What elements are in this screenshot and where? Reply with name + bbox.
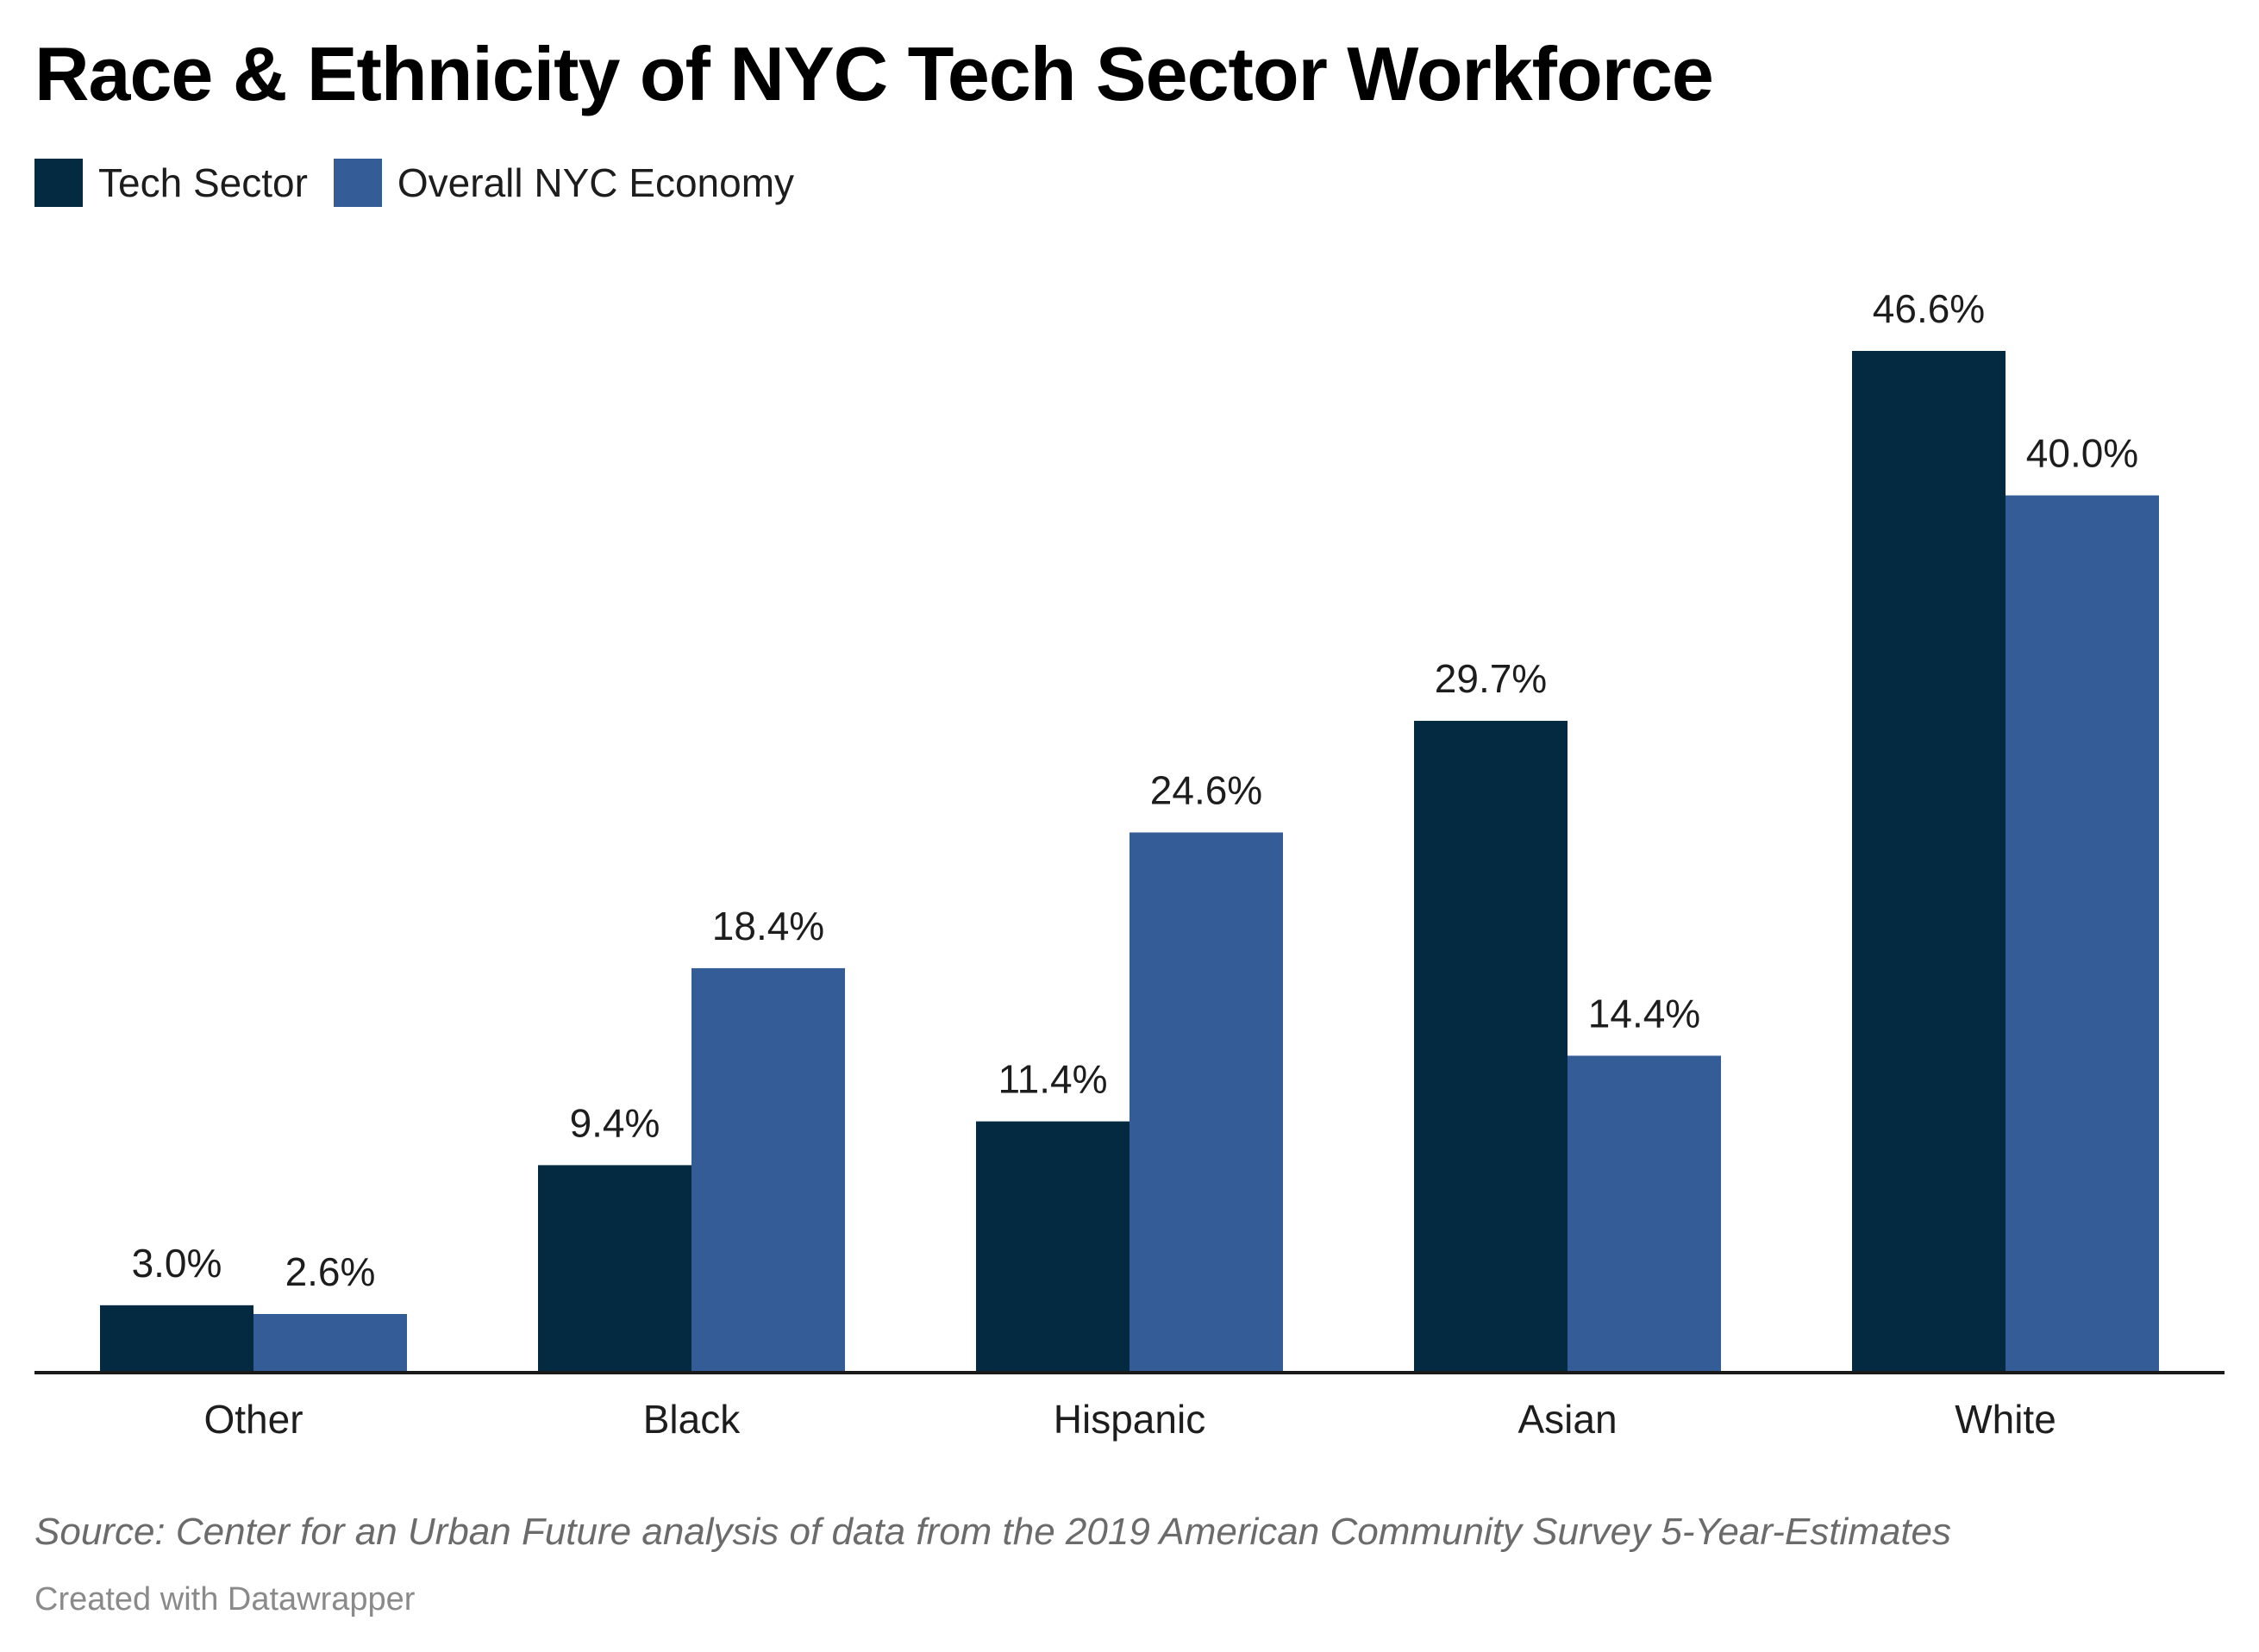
bar-tech-sector-hispanic: [976, 1121, 1130, 1371]
x-tick-label-asian: Asian: [1517, 1397, 1617, 1442]
legend-swatch-tech-sector: [34, 159, 83, 207]
data-label-tech-sector-white: 46.6%: [1873, 286, 1985, 331]
bar-tech-sector-asian: [1414, 721, 1568, 1371]
data-label-overall-nyc-economy-other: 2.6%: [285, 1249, 376, 1294]
x-tick-label-other: Other: [203, 1397, 303, 1442]
x-axis-line: [34, 1371, 2225, 1374]
data-label-overall-nyc-economy-hispanic: 24.6%: [1150, 767, 1262, 812]
x-tick-label-black: Black: [643, 1397, 741, 1442]
data-label-tech-sector-hispanic: 11.4%: [998, 1057, 1107, 1102]
bar-overall-nyc-economy-other: [253, 1313, 407, 1371]
legend-item-tech-sector: Tech Sector: [34, 159, 308, 207]
legend: Tech Sector Overall NYC Economy: [34, 159, 820, 207]
bar-tech-sector-black: [538, 1165, 691, 1371]
bar-overall-nyc-economy-white: [2006, 495, 2159, 1371]
data-label-tech-sector-other: 3.0%: [132, 1241, 222, 1286]
bar-overall-nyc-economy-black: [691, 967, 845, 1371]
bar-tech-sector-white: [1852, 351, 2006, 1371]
data-label-tech-sector-black: 9.4%: [570, 1100, 660, 1145]
bar-tech-sector-other: [100, 1305, 253, 1371]
legend-label: Tech Sector: [98, 160, 308, 205]
source-note: Source: Center for an Urban Future analy…: [34, 1511, 1952, 1553]
legend-item-overall-nyc-economy: Overall NYC Economy: [333, 159, 795, 207]
x-tick-label-hispanic: Hispanic: [1054, 1397, 1205, 1442]
data-label-overall-nyc-economy-white: 40.0%: [2026, 431, 2138, 476]
bar-overall-nyc-economy-asian: [1568, 1055, 1721, 1371]
data-label-tech-sector-asian: 29.7%: [1435, 656, 1547, 701]
data-label-overall-nyc-economy-asian: 14.4%: [1588, 991, 1700, 1036]
legend-label: Overall NYC Economy: [397, 160, 795, 205]
bar-overall-nyc-economy-hispanic: [1130, 832, 1283, 1371]
credit-note: Created with Datawrapper: [34, 1581, 416, 1618]
x-tick-label-white: White: [1955, 1397, 2056, 1442]
data-label-overall-nyc-economy-black: 18.4%: [712, 904, 824, 948]
chart-title: Race & Ethnicity of NYC Tech Sector Work…: [34, 31, 1714, 116]
legend-swatch-overall-nyc-economy: [333, 159, 382, 207]
